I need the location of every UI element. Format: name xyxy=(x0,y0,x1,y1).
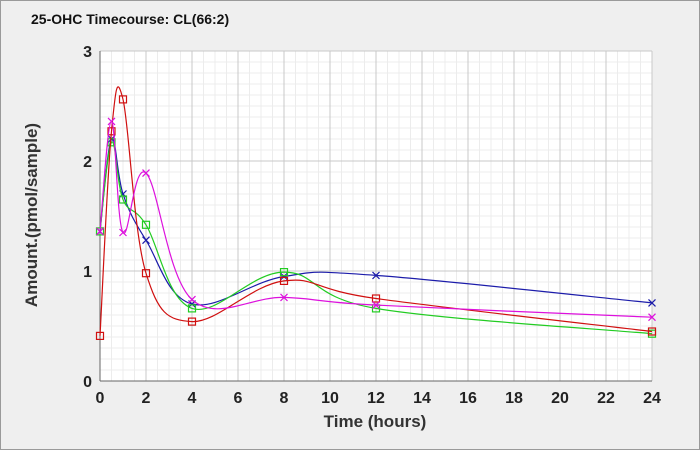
x-tick-label: 10 xyxy=(321,390,339,407)
data-point xyxy=(118,195,128,204)
data-point-stroke xyxy=(372,301,380,310)
y-tick-label: 3 xyxy=(83,44,92,61)
data-point-stroke xyxy=(142,236,150,245)
x-tick-label: 20 xyxy=(551,390,569,407)
series-3 xyxy=(95,86,657,340)
data-point xyxy=(187,304,197,313)
x-tick-label: 16 xyxy=(459,390,477,407)
data-point xyxy=(96,227,104,236)
x-tick-label: 22 xyxy=(597,390,615,407)
data-point xyxy=(279,268,289,277)
x-tick-label: 24 xyxy=(643,390,661,407)
series-4 xyxy=(96,117,656,322)
data-point xyxy=(107,117,116,126)
data-point-stroke xyxy=(280,293,288,302)
data-point xyxy=(118,95,128,104)
y-axis-title: Amount.(pmol/sample) xyxy=(22,123,41,307)
y-tick-label: 1 xyxy=(83,264,92,281)
data-point xyxy=(648,313,656,322)
data-point xyxy=(119,228,127,237)
data-point xyxy=(188,295,196,304)
data-point-stroke xyxy=(188,295,196,304)
y-tick-label: 2 xyxy=(83,154,92,171)
data-point xyxy=(647,327,657,336)
data-point-stroke xyxy=(648,313,656,322)
x-axis-title: Time (hours) xyxy=(324,412,427,431)
data-point xyxy=(372,271,380,280)
data-point xyxy=(648,298,656,307)
x-tick-label: 12 xyxy=(367,390,385,407)
data-point xyxy=(372,301,380,310)
data-point xyxy=(141,220,151,229)
data-point xyxy=(142,236,150,245)
series-line xyxy=(99,86,653,336)
data-point xyxy=(95,331,105,340)
chart-title: 25-OHC Timecourse: CL(66:2) xyxy=(31,11,230,27)
data-point-stroke xyxy=(280,272,288,281)
data-point-stroke xyxy=(372,271,380,280)
data-point xyxy=(141,269,151,278)
x-tick-label: 4 xyxy=(188,390,197,407)
x-tick-label: 8 xyxy=(280,390,289,407)
x-tick-label: 14 xyxy=(413,390,431,407)
data-point xyxy=(107,127,116,136)
data-point xyxy=(280,293,288,302)
data-point-stroke xyxy=(142,169,150,178)
data-point-stroke xyxy=(96,227,104,236)
x-tick-label: 0 xyxy=(96,390,105,407)
data-point xyxy=(142,169,150,178)
data-point xyxy=(280,272,288,281)
x-tick-label: 2 xyxy=(142,390,151,407)
x-tick-label: 6 xyxy=(234,390,243,407)
series-line xyxy=(99,120,653,318)
data-point-stroke xyxy=(648,298,656,307)
data-point xyxy=(187,317,197,326)
y-tick-label: 0 xyxy=(83,374,92,391)
data-point-stroke xyxy=(119,228,127,237)
data-point-stroke xyxy=(107,117,116,126)
series-layer xyxy=(95,86,657,340)
data-point xyxy=(279,276,289,285)
data-point xyxy=(371,294,381,303)
x-tick-label: 18 xyxy=(505,390,523,407)
